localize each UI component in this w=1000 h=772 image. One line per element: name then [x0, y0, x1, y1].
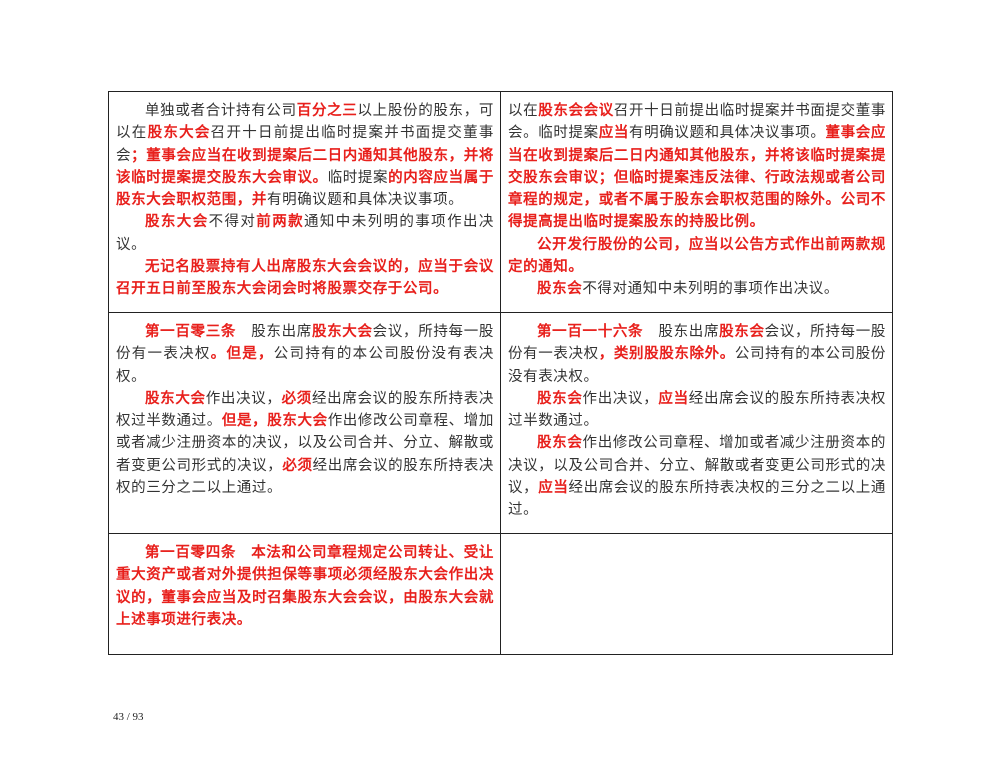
highlighted-text: 股东大会 [145, 389, 206, 407]
text-segment: 作出修改公司章程、增加或者减少注册资本的决议，以及公司合并、分立、解散或者变更公… [508, 435, 886, 497]
highlighted-text: 公开发行股份的公司，应当以公告方式作出前两款规定的通知。 [508, 235, 886, 276]
highlighted-text: 必须 [281, 389, 312, 407]
highlighted-text: 但是，股东大会 [221, 412, 328, 430]
text-segment: 通知中未列明的事项作出决议。 [116, 214, 494, 253]
paragraph: 公开发行股份的公司，应当以公告方式作出前两款规定的通知。 [508, 234, 886, 279]
text-segment: 有明确议题和具体决议事项。 [628, 125, 826, 142]
old-law-cell: 第一百零四条 本法和公司章程规定公司转让、受让重大资产或者对外提供担保等事项必须… [108, 533, 501, 655]
paragraph: 无记名股票持有人出席股东大会会议的，应当于会议召开五日前至股东大会闭会时将股票交… [116, 256, 494, 301]
paragraph: 第一百一十六条 股东出席股东会会议，所持每一股份有一表决权，类别股股东除外。公司… [508, 321, 886, 388]
highlighted-text: 的内容应当属于股东大会职权范围，并 [116, 168, 494, 209]
table-row: 单独或者合计持有公司百分之三以上股份的股东，可以在股东大会召开十日前提出临时提案… [108, 91, 893, 313]
paragraph: 股东会作出修改公司章程、增加或者减少注册资本的决议，以及公司合并、分立、解散或者… [508, 432, 886, 521]
text-segment: 作出决议， [205, 390, 282, 407]
paragraph: 第一百零三条 股东出席股东大会会议，所持每一股份有一表决权。但是，公司持有的本公… [116, 321, 494, 388]
highlighted-text: 股东大会 [311, 323, 373, 340]
text-segment: 经出席会议的股东所持表决权过半数通过。 [116, 390, 495, 430]
text-segment: 公司持有的本公司股份没有表决权。 [116, 346, 494, 385]
text-segment: 经出席会议的股东所持表决权过半数通过。 [508, 390, 886, 430]
text-segment: 经出席会议的股东所持表决权的三分之二以上通过。 [508, 480, 887, 519]
highlighted-text: 股东会会议 [538, 102, 614, 119]
text-segment: 单独或者合计持有公司 [145, 103, 297, 119]
text-segment: 召开十日前提出临时提案并书面提交董事会 [116, 125, 494, 164]
text-segment: 召开十日前提出临时提案并书面提交董事会。临时提案 [508, 103, 887, 142]
text-segment: 作出修改公司章程、增加或者减少注册资本的决议，以及公司合并、分立、解散或者变更公… [116, 413, 494, 474]
text-segment: 不得对 [208, 214, 257, 231]
paragraph: 股东会不得对通知中未列明的事项作出决议。 [508, 278, 886, 300]
text-segment: 会议，所持每一股份有一表决权 [116, 324, 495, 363]
highlighted-text: ，类别股股东除外。 [598, 345, 735, 363]
text-segment: 以在 [508, 103, 539, 119]
table-row: 第一百零四条 本法和公司章程规定公司转让、受让重大资产或者对外提供担保等事项必须… [108, 533, 893, 655]
page-number: 43 / 93 [113, 711, 144, 723]
highlighted-text: 股东会 [537, 434, 583, 452]
paragraph: 股东大会不得对前两款通知中未列明的事项作出决议。 [116, 211, 494, 256]
old-law-cell: 单独或者合计持有公司百分之三以上股份的股东，可以在股东大会召开十日前提出临时提案… [108, 91, 501, 313]
highlighted-text: 必须 [282, 456, 313, 474]
highlighted-text: 第一百零四条 本法和公司章程规定公司转让、受让重大资产或者对外提供担保等事项必须… [116, 544, 494, 628]
highlighted-text: 应当 [658, 389, 689, 407]
highlighted-text: 董事会应当在收到提案后二日内通知其他股东，并将该临时提案提交股东会审议；但临时提… [508, 124, 886, 231]
text-segment: 经出席会议的股东所持表决权的三分之二以上通过。 [116, 457, 494, 497]
paragraph: 股东大会作出决议，必须经出席会议的股东所持表决权过半数通过。但是，股东大会作出修… [116, 388, 494, 499]
highlighted-text: 前两款 [256, 213, 304, 231]
highlighted-text: 股东大会 [145, 213, 209, 231]
text-segment: 以上股份的股东，可以在 [116, 103, 495, 142]
text-segment: 有明确议题和具体决议事项。 [267, 192, 464, 209]
new-law-cell: 以在股东会会议召开十日前提出临时提案并书面提交董事会。临时提案应当有明确议题和具… [500, 91, 893, 313]
new-law-cell [500, 533, 893, 655]
highlighted-text: 股东会 [719, 323, 765, 340]
text-segment: 作出决议， [582, 390, 659, 407]
highlighted-text: 股东会 [537, 280, 583, 298]
highlighted-text: 股东大会 [147, 124, 211, 142]
highlighted-text: ；董事会应当在收到提案后二日内通知其他股东，并将该临时提案提交股东大会审议。 [116, 146, 494, 186]
highlighted-text: 应当 [538, 479, 569, 497]
text-segment: 公司持有的本公司股份没有表决权。 [508, 346, 887, 385]
text-segment: 股东出席 [236, 324, 312, 340]
paragraph: 第一百零四条 本法和公司章程规定公司转让、受让重大资产或者对外提供担保等事项必须… [116, 542, 494, 631]
highlighted-text: 第一百零三条 [145, 323, 237, 340]
highlighted-text: 百分之三 [296, 102, 358, 119]
paragraph: 以在股东会会议召开十日前提出临时提案并书面提交董事会。临时提案应当有明确议题和具… [508, 100, 886, 234]
text-segment: 会议，所持每一股份有一表决权 [508, 324, 886, 363]
highlighted-text: 应当 [598, 124, 629, 142]
highlighted-text: 。但是， [210, 345, 274, 363]
new-law-cell: 第一百一十六条 股东出席股东会会议，所持每一股份有一表决权，类别股股东除外。公司… [500, 312, 893, 534]
highlighted-text: 股东会 [537, 389, 583, 407]
highlighted-text: 第一百一十六条 [537, 323, 644, 340]
text-segment: 股东出席 [643, 324, 720, 340]
table-row: 第一百零三条 股东出席股东大会会议，所持每一股份有一表决权。但是，公司持有的本公… [108, 312, 893, 534]
comparison-table: 单独或者合计持有公司百分之三以上股份的股东，可以在股东大会召开十日前提出临时提案… [108, 91, 893, 655]
text-segment: 不得对通知中未列明的事项作出决议。 [582, 281, 840, 298]
paragraph: 单独或者合计持有公司百分之三以上股份的股东，可以在股东大会召开十日前提出临时提案… [116, 100, 494, 211]
old-law-cell: 第一百零三条 股东出席股东大会会议，所持每一股份有一表决权。但是，公司持有的本公… [108, 312, 501, 534]
paragraph: 股东会作出决议，应当经出席会议的股东所持表决权过半数通过。 [508, 388, 886, 433]
highlighted-text: 无记名股票持有人出席股东大会会议的，应当于会议召开五日前至股东大会闭会时将股票交… [116, 258, 494, 298]
text-segment: 临时提案 [327, 169, 389, 186]
